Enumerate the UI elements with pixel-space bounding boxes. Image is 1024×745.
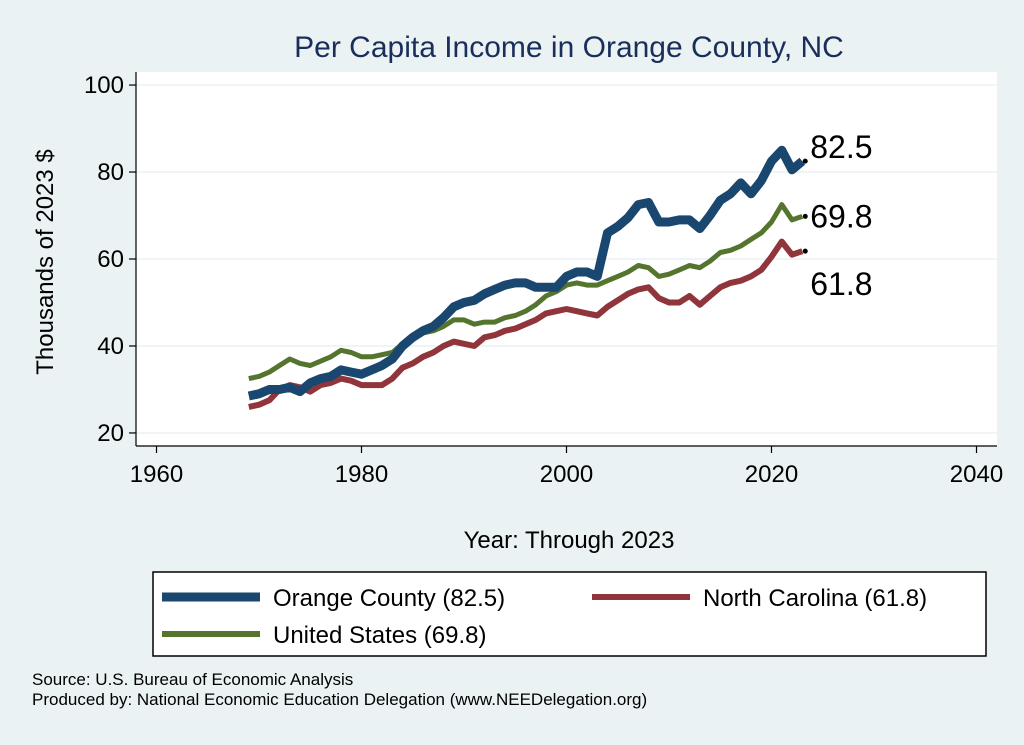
x-axis-title: Year: Through 2023 <box>464 527 675 554</box>
series-lines <box>247 145 806 410</box>
end-label-united-states: 69.8 <box>810 198 872 234</box>
y-tick-label: 40 <box>97 333 124 360</box>
end-label-orange-county: 82.5 <box>810 129 872 165</box>
source-line: Source: U.S. Bureau of Economic Analysis <box>32 670 354 689</box>
end-marker <box>802 158 808 164</box>
series-line-north-carolina <box>248 238 804 410</box>
gridlines <box>136 84 997 434</box>
producer-line: Produced by: National Economic Education… <box>32 690 648 709</box>
end-label-north-carolina: 61.8 <box>810 266 872 302</box>
end-marker <box>802 213 808 219</box>
x-tick-label: 1980 <box>335 461 388 488</box>
y-tick-label: 100 <box>84 72 124 99</box>
y-tick-label: 60 <box>97 246 124 273</box>
x-tick-label: 2040 <box>950 461 1003 488</box>
chart-title: Per Capita Income in Orange County, NC <box>294 31 844 64</box>
legend-label-united-states: United States (69.8) <box>273 622 486 649</box>
y-axis-title: Thousands of 2023 $ <box>32 149 59 375</box>
legend-label-north-carolina: North Carolina (61.8) <box>703 585 927 612</box>
y-tick-label: 80 <box>97 159 124 186</box>
x-tick-label: 2020 <box>745 461 798 488</box>
x-tick-label: 2000 <box>540 461 593 488</box>
legend: Orange County (82.5) North Carolina (61.… <box>152 571 987 657</box>
end-labels: 82.5 61.8 69.8 <box>802 129 873 302</box>
series-line-orange-county <box>247 145 806 401</box>
series-line-united-states <box>248 202 804 382</box>
y-tick-label: 20 <box>97 420 124 447</box>
end-marker <box>802 248 808 254</box>
legend-box <box>152 571 987 657</box>
legend-label-orange-county: Orange County (82.5) <box>273 585 505 612</box>
x-tick-label: 1960 <box>130 461 183 488</box>
source-notes: Source: U.S. Bureau of Economic Analysis… <box>32 670 647 710</box>
